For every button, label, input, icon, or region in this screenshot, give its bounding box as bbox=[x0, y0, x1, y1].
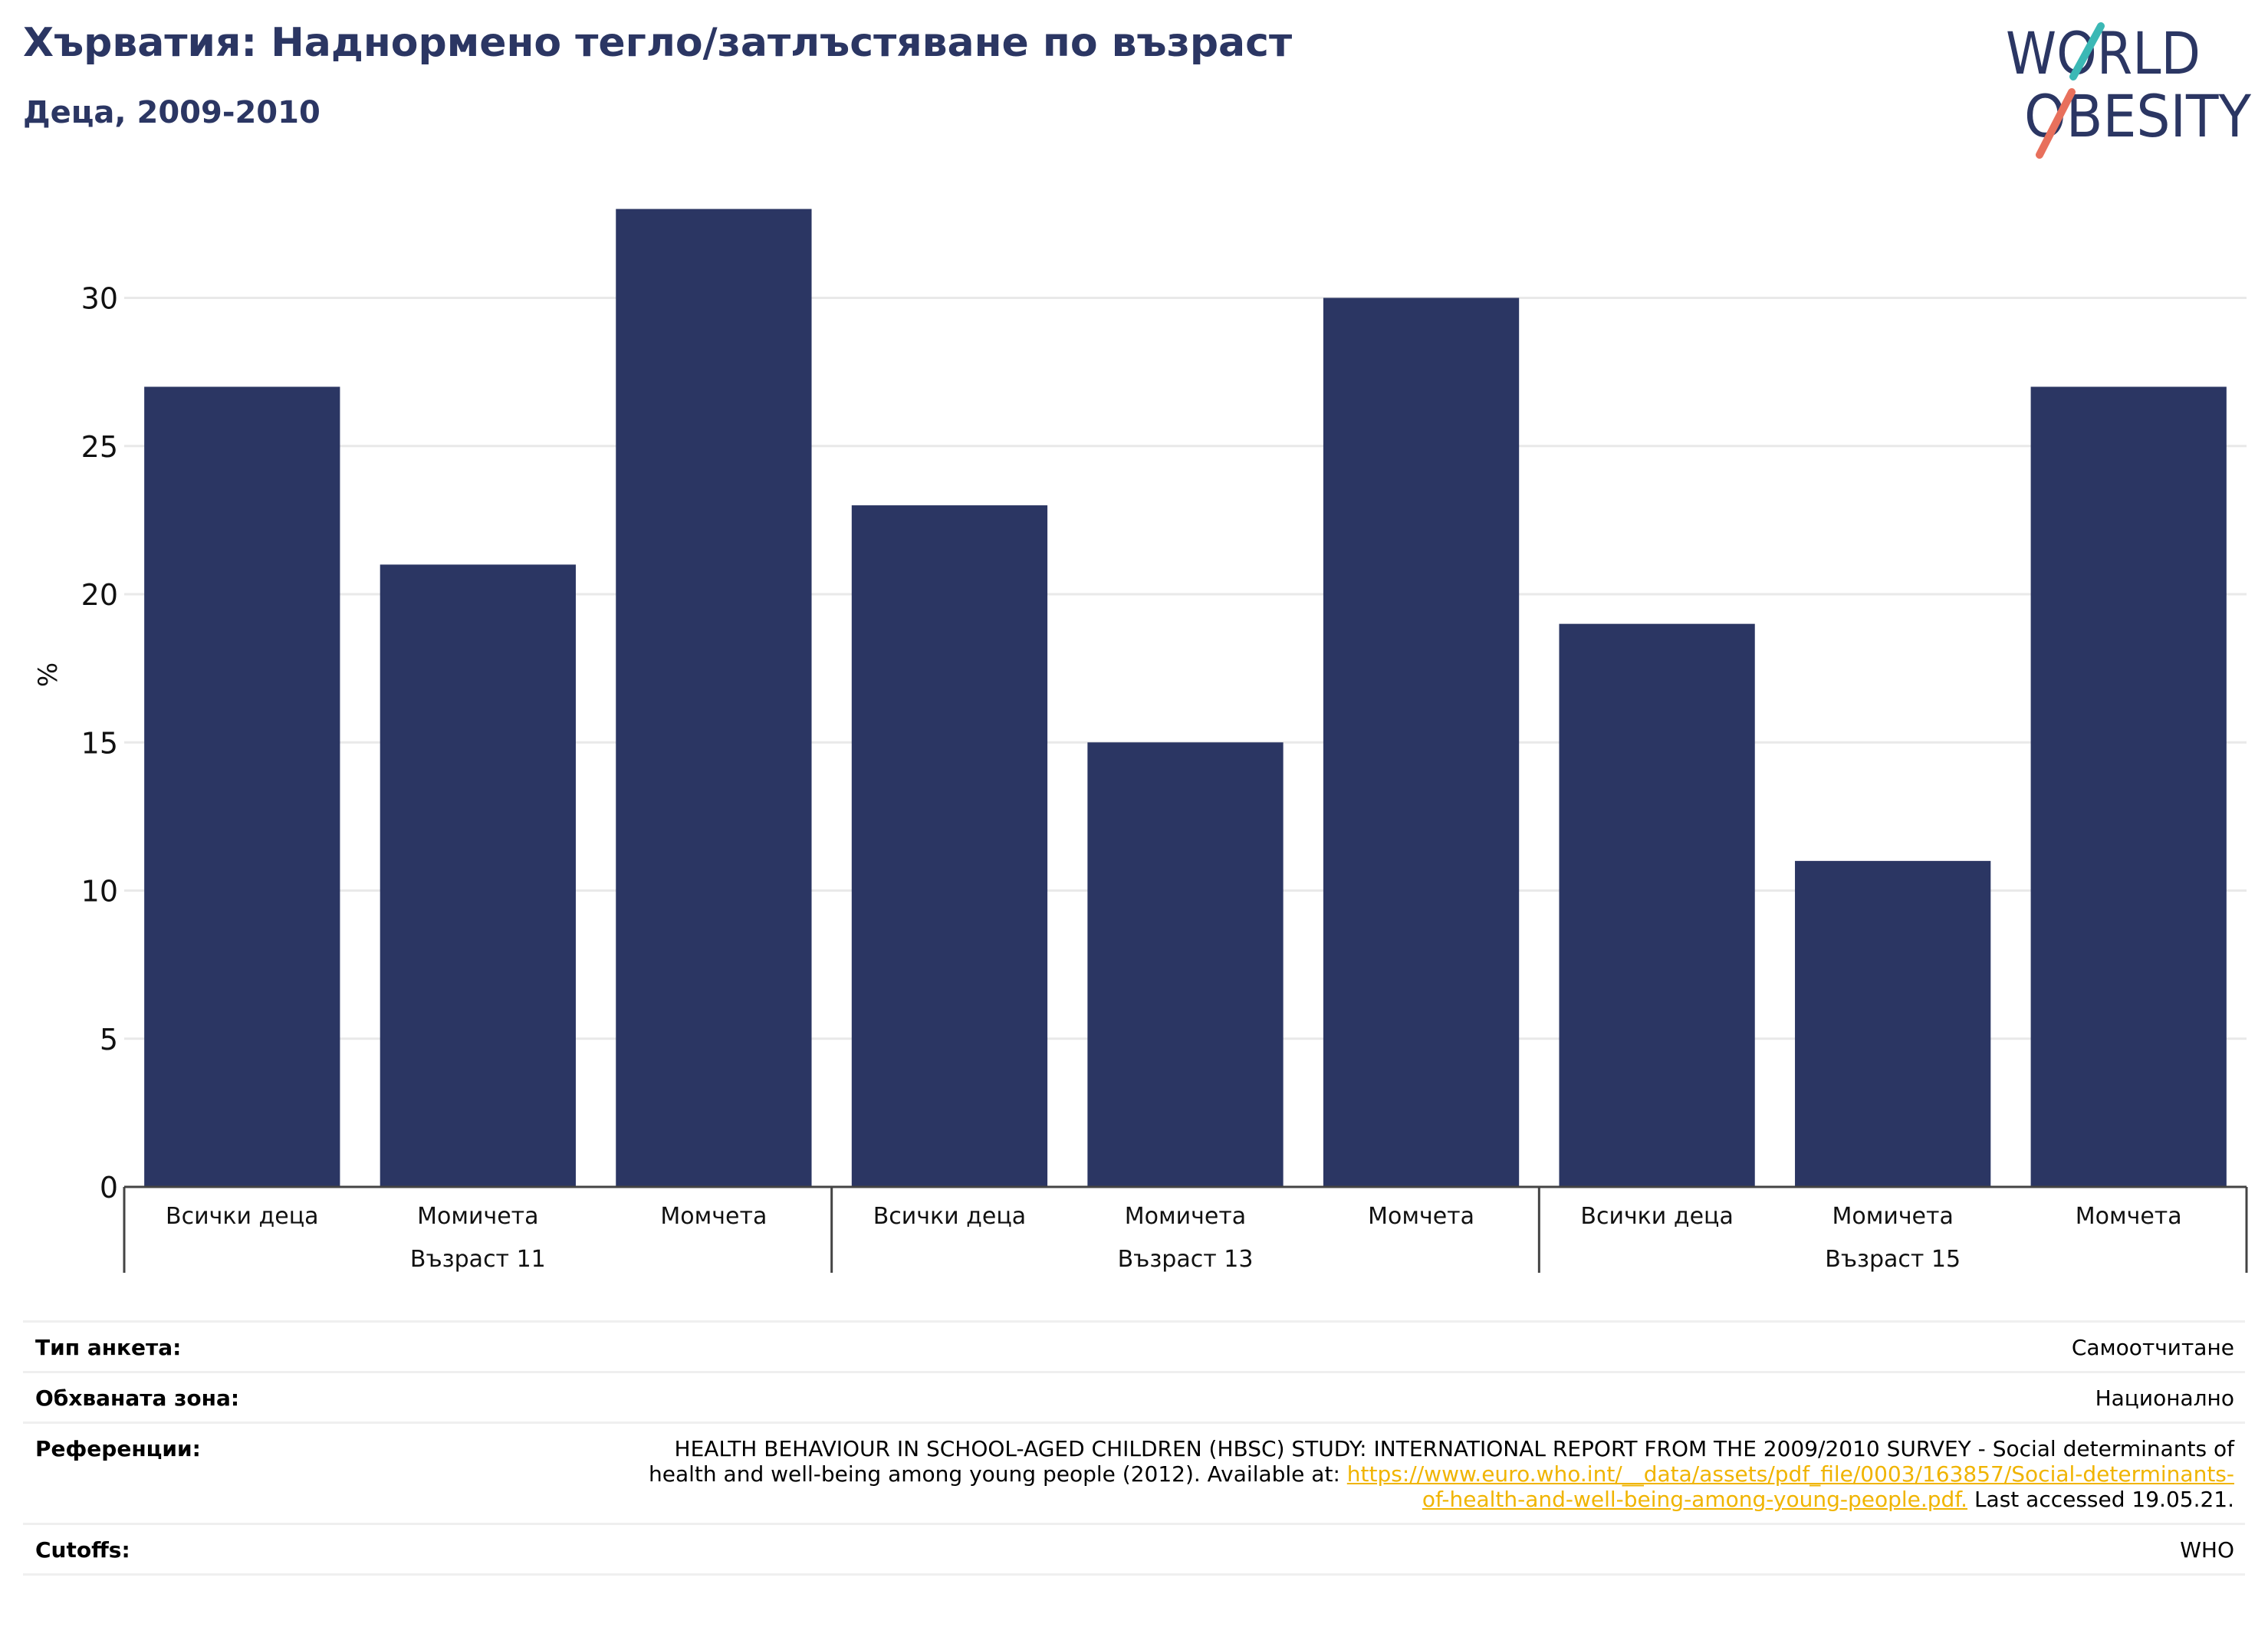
reference-link[interactable]: https://www.euro.who.int/__data/assets/p… bbox=[1346, 1461, 2234, 1512]
coverage-label: Обхваната зона: bbox=[35, 1385, 240, 1411]
chart-subtitle: Деца, 2009-2010 bbox=[23, 95, 320, 130]
x-category-label: Момчета bbox=[1368, 1203, 1474, 1230]
chart-title: Хърватия: Наднормено тегло/затлъстяване … bbox=[23, 20, 1293, 66]
x-category-label: Момичета bbox=[1125, 1203, 1246, 1230]
y-tick-label: 20 bbox=[81, 578, 118, 612]
y-tick-label: 25 bbox=[81, 430, 118, 464]
bar bbox=[380, 564, 576, 1187]
logo-word-1: WORLD bbox=[2006, 21, 2201, 87]
bar bbox=[1559, 623, 1755, 1187]
x-category-label: Всички деца bbox=[166, 1203, 318, 1230]
x-category-label: Момчета bbox=[660, 1203, 767, 1230]
x-category-label: Момичета bbox=[417, 1203, 538, 1230]
info-row-references: Референции: HEALTH BEHAVIOUR IN SCHOOL-A… bbox=[23, 1422, 2245, 1523]
cutoffs-value: WHO bbox=[2180, 1537, 2234, 1563]
bar bbox=[1795, 860, 1991, 1187]
y-axis-ticks: 0 5 10 15 20 25 30 bbox=[81, 282, 118, 1205]
references-label: Референции: bbox=[35, 1436, 201, 1461]
x-category-label: Всички деца bbox=[873, 1203, 1026, 1230]
y-tick-label: 0 bbox=[100, 1171, 118, 1205]
bar bbox=[616, 209, 812, 1187]
reference-accessed: Last accessed 19.05.21. bbox=[1974, 1487, 2234, 1512]
x-category-label: Момчета bbox=[2076, 1203, 2182, 1230]
bar bbox=[144, 386, 340, 1188]
world-obesity-logo: WORLD OBESITY bbox=[2006, 21, 2252, 159]
x-axis: Всички деца Момичета Момчета Възраст 11 Всич… bbox=[123, 1185, 2248, 1273]
references-value: HEALTH BEHAVIOUR IN SCHOOL-AGED CHILDREN… bbox=[23, 1436, 2245, 1512]
bar bbox=[2030, 386, 2227, 1188]
bar bbox=[1087, 742, 1284, 1187]
survey-type-value: Самоотчитане bbox=[2071, 1335, 2234, 1360]
x-group-label: Възраст 13 bbox=[1118, 1246, 1254, 1273]
cutoffs-label: Cutoffs: bbox=[35, 1537, 130, 1563]
y-tick-label: 30 bbox=[81, 282, 118, 316]
y-tick-label: 15 bbox=[81, 726, 118, 760]
info-row-cutoffs: Cutoffs: WHO bbox=[23, 1523, 2245, 1576]
reference-text: HEALTH BEHAVIOUR IN SCHOOL-AGED CHILDREN… bbox=[649, 1436, 2234, 1487]
y-axis-label: % bbox=[33, 662, 64, 687]
info-table: Тип анкета: Самоотчитане Обхваната зона:… bbox=[23, 1320, 2245, 1576]
bar bbox=[1323, 297, 1520, 1187]
info-row-coverage: Обхваната зона: Национално bbox=[23, 1371, 2245, 1422]
logo-slash-bottom bbox=[2036, 88, 2076, 159]
bar bbox=[851, 505, 1048, 1187]
coverage-value: Национално bbox=[2095, 1385, 2234, 1411]
x-group-label: Възраст 15 bbox=[1825, 1246, 1961, 1273]
x-category-label: Всички деца bbox=[1580, 1203, 1733, 1230]
logo-slash-top bbox=[2069, 22, 2105, 81]
y-tick-label: 10 bbox=[81, 875, 118, 909]
x-group-label: Възраст 11 bbox=[410, 1246, 546, 1273]
bars bbox=[144, 209, 2227, 1188]
info-row-survey-type: Тип анкета: Самоотчитане bbox=[23, 1320, 2245, 1371]
x-category-label: Момичета bbox=[1832, 1203, 1953, 1230]
y-tick-label: 5 bbox=[100, 1023, 118, 1057]
survey-type-label: Тип анкета: bbox=[35, 1335, 182, 1360]
